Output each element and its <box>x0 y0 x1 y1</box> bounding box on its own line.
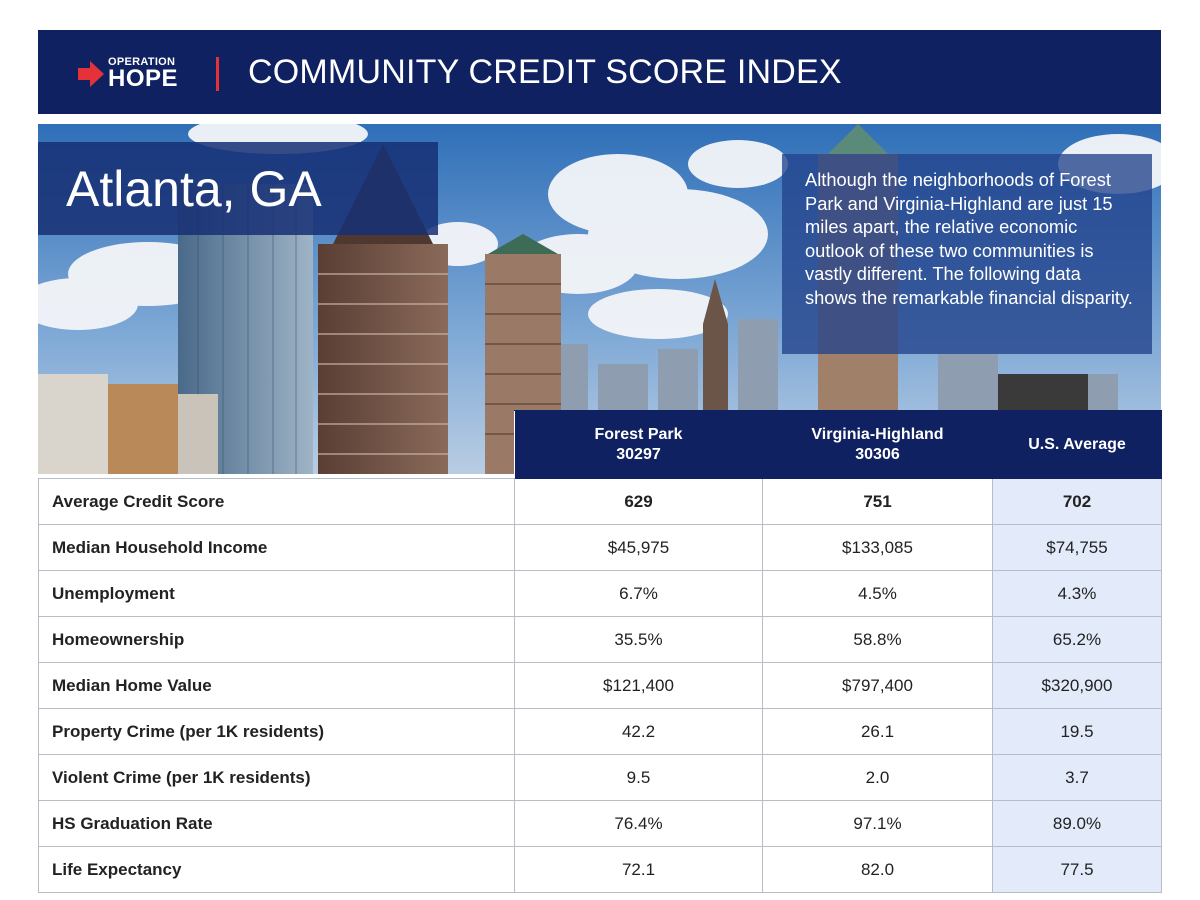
cell-forest-park: 9.5 <box>514 754 763 801</box>
table-row: Violent Crime (per 1K residents) 9.5 2.0… <box>38 754 1162 801</box>
cell-us-average: 19.5 <box>992 708 1162 755</box>
column-header-us-average: U.S. Average <box>992 410 1162 479</box>
cell-forest-park: 35.5% <box>514 616 763 663</box>
cell-us-average: 4.3% <box>992 570 1162 617</box>
column-header-name: U.S. Average <box>1028 435 1126 453</box>
row-label: Violent Crime (per 1K residents) <box>38 754 515 801</box>
column-header-name: Virginia-Highland <box>811 425 944 443</box>
table-row: HS Graduation Rate 76.4% 97.1% 89.0% <box>38 800 1162 847</box>
city-label-box <box>38 142 438 235</box>
table-row: Median Home Value $121,400 $797,400 $320… <box>38 662 1162 709</box>
logo-text-operation: OPERATION <box>108 56 176 68</box>
row-label: Median Home Value <box>38 662 515 709</box>
row-label: Unemployment <box>38 570 515 617</box>
cell-virginia-highland: $797,400 <box>762 662 993 709</box>
header-bar <box>38 30 1161 114</box>
cell-us-average: 65.2% <box>992 616 1162 663</box>
cell-virginia-highland: 751 <box>762 478 993 525</box>
arrow-logo-icon <box>78 61 104 87</box>
row-label: Homeownership <box>38 616 515 663</box>
column-header-zip: 30306 <box>855 445 900 463</box>
row-label: Average Credit Score <box>38 478 515 525</box>
cell-virginia-highland: 2.0 <box>762 754 993 801</box>
table-row: Life Expectancy 72.1 82.0 77.5 <box>38 846 1162 893</box>
cell-us-average: $320,900 <box>992 662 1162 709</box>
table-header-blank <box>38 410 515 479</box>
cell-virginia-highland: $133,085 <box>762 524 993 571</box>
table-row: Unemployment 6.7% 4.5% 4.3% <box>38 570 1162 617</box>
row-label: Life Expectancy <box>38 846 515 893</box>
table-row: Average Credit Score 629 751 702 <box>38 478 1162 525</box>
cell-virginia-highland: 97.1% <box>762 800 993 847</box>
row-label: Property Crime (per 1K residents) <box>38 708 515 755</box>
cell-us-average: $74,755 <box>992 524 1162 571</box>
cell-us-average: 89.0% <box>992 800 1162 847</box>
cell-forest-park: 42.2 <box>514 708 763 755</box>
description-text: Although the neighborhoods of Forest Par… <box>805 169 1133 308</box>
row-label: HS Graduation Rate <box>38 800 515 847</box>
cell-virginia-highland: 4.5% <box>762 570 993 617</box>
column-header-forest-park: Forest Park 30297 <box>514 410 763 479</box>
cell-us-average: 3.7 <box>992 754 1162 801</box>
comparison-table: Forest Park 30297 Virginia-Highland 3030… <box>38 410 1162 893</box>
cell-virginia-highland: 58.8% <box>762 616 993 663</box>
cell-virginia-highland: 82.0 <box>762 846 993 893</box>
logo-text-hope: HOPE <box>108 65 179 92</box>
cell-forest-park: 76.4% <box>514 800 763 847</box>
city-name: Atlanta, GA <box>66 161 322 217</box>
table-row: Median Household Income $45,975 $133,085… <box>38 524 1162 571</box>
cell-forest-park: $121,400 <box>514 662 763 709</box>
column-header-name: Forest Park <box>594 425 683 443</box>
table-header-row: Forest Park 30297 Virginia-Highland 3030… <box>38 410 1162 479</box>
table-row: Property Crime (per 1K residents) 42.2 2… <box>38 708 1162 755</box>
operation-hope-logo: OPERATION HOPE <box>78 54 198 94</box>
header-divider <box>216 57 219 91</box>
cell-us-average: 702 <box>992 478 1162 525</box>
page-title: COMMUNITY CREDIT SCORE INDEX <box>248 53 842 91</box>
cell-forest-park: 6.7% <box>514 570 763 617</box>
cell-virginia-highland: 26.1 <box>762 708 993 755</box>
table-row: Homeownership 35.5% 58.8% 65.2% <box>38 616 1162 663</box>
column-header-zip: 30297 <box>616 445 661 463</box>
row-label: Median Household Income <box>38 524 515 571</box>
description-box <box>782 154 1152 354</box>
cell-forest-park: $45,975 <box>514 524 763 571</box>
cell-us-average: 77.5 <box>992 846 1162 893</box>
cell-forest-park: 629 <box>514 478 763 525</box>
column-header-virginia-highland: Virginia-Highland 30306 <box>762 410 993 479</box>
cell-forest-park: 72.1 <box>514 846 763 893</box>
